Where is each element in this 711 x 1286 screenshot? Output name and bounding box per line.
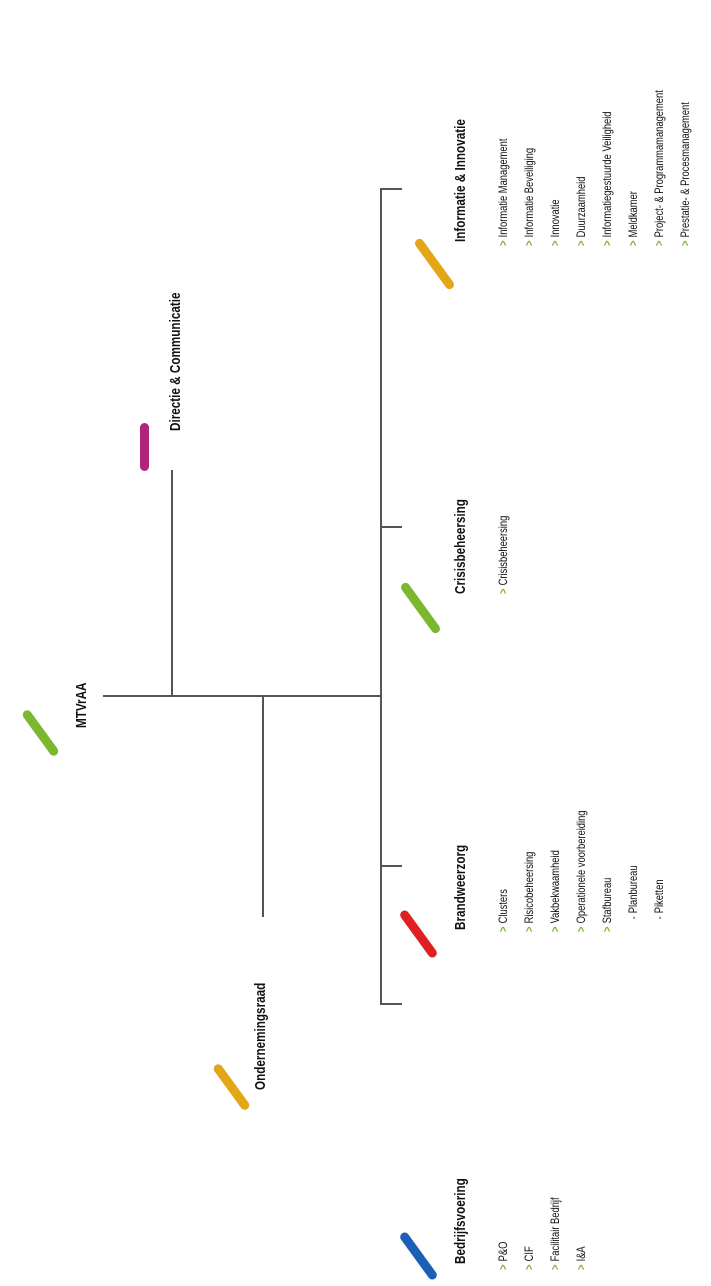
bedrijfsvoering-list: > P&O > CIF > Facilitair Bedrijf > I&A xyxy=(490,1197,594,1270)
chevron-right-icon: > xyxy=(600,926,614,932)
chevron-right-icon: > xyxy=(652,240,666,246)
chevron-right-icon: > xyxy=(548,1264,562,1270)
chevron-right-icon: > xyxy=(496,588,510,594)
list-item: > Crisisbeheersing xyxy=(496,515,510,594)
bedrijfsvoering-tick xyxy=(380,1003,402,1005)
brandweerzorg-list: > Clusters > Risicobeheersing > Vakbekwaamh… xyxy=(490,810,672,932)
chevron-right-icon: > xyxy=(626,240,640,246)
list-item: > Duurzaamheid xyxy=(574,176,588,246)
bedrijfsvoering-accent-bar xyxy=(398,1230,439,1282)
dash-icon: - xyxy=(626,916,640,920)
brandweerzorg-tick xyxy=(380,865,402,867)
chevron-right-icon: > xyxy=(548,926,562,932)
crisisbeheersing-list: > Crisisbeheersing xyxy=(490,516,516,594)
chevron-right-icon: > xyxy=(574,926,588,932)
chevron-right-icon: > xyxy=(678,240,692,246)
informatie-tick xyxy=(380,188,402,190)
brandweerzorg-title: Brandweerzorg xyxy=(452,844,469,930)
list-item: > Clusters xyxy=(496,889,510,932)
list-item: > Informatie Beveiliging xyxy=(522,147,536,246)
dash-icon: - xyxy=(652,916,666,920)
informatie-list: > Informatie Management > Informatie Bevei… xyxy=(490,90,698,246)
chevron-right-icon: > xyxy=(496,240,510,246)
brandweerzorg-accent-bar xyxy=(398,908,439,960)
root-accent-bar xyxy=(20,708,61,758)
chevron-right-icon: > xyxy=(522,240,536,246)
main-connector-line xyxy=(103,695,380,697)
list-item: > Prestatie- & Procesmanagement xyxy=(678,102,692,246)
informatie-accent-bar xyxy=(413,237,456,291)
chevron-right-icon: > xyxy=(496,1264,510,1270)
ondernemingsraad-accent-bar xyxy=(211,1062,252,1112)
chevron-right-icon: > xyxy=(496,926,510,932)
informatie-title: Informatie & Innovatie xyxy=(452,119,469,242)
list-item: > Risicobeheersing xyxy=(522,851,536,932)
list-item: > CIF xyxy=(522,1246,536,1270)
sub-list-item: - Piketten xyxy=(652,879,666,920)
list-item: > Informatiegestuurde Veiligheid xyxy=(600,111,614,246)
list-item: > Informatie Management xyxy=(496,138,510,246)
list-item: > Operationele voorbereiding xyxy=(574,810,588,932)
directie-accent-bar xyxy=(140,423,149,471)
crisisbeheersing-title: Crisisbeheersing xyxy=(452,499,469,594)
departments-spine-line xyxy=(380,188,382,1003)
list-item: > Innovatie xyxy=(548,199,562,246)
list-item: > Stafbureau xyxy=(600,877,614,932)
root-title: MTVrAA xyxy=(73,682,90,728)
chevron-right-icon: > xyxy=(574,1264,588,1270)
directie-title: Directie & Communicatie xyxy=(167,292,184,431)
list-item: > Vakbekwaamheid xyxy=(548,850,562,932)
ondernemingsraad-title: Ondernemingsraad xyxy=(252,982,269,1090)
chevron-right-icon: > xyxy=(600,240,614,246)
list-item: > I&A xyxy=(574,1246,588,1270)
directie-connector-line xyxy=(171,470,173,696)
chevron-right-icon: > xyxy=(574,240,588,246)
bedrijfsvoering-title: Bedrijfsvoering xyxy=(452,1178,469,1264)
ondernemingsraad-connector-line xyxy=(262,695,264,917)
list-item: > Project- & Programmamanagement xyxy=(652,90,666,246)
chevron-right-icon: > xyxy=(522,926,536,932)
crisisbeheersing-accent-bar xyxy=(399,581,442,635)
chevron-right-icon: > xyxy=(548,240,562,246)
sub-list-item: - Planbureau xyxy=(626,865,640,920)
crisisbeheersing-tick xyxy=(380,526,402,528)
list-item: > P&O xyxy=(496,1241,510,1270)
list-item: > Meldkamer xyxy=(626,191,640,246)
list-item: > Facilitair Bedrijf xyxy=(548,1197,562,1270)
chevron-right-icon: > xyxy=(522,1264,536,1270)
